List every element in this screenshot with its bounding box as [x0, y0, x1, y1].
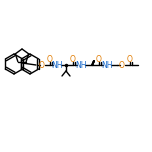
- Text: O: O: [39, 60, 45, 69]
- Text: O: O: [127, 55, 133, 64]
- Text: O: O: [119, 60, 125, 69]
- Text: NH: NH: [75, 60, 87, 69]
- Text: NH: NH: [101, 60, 113, 69]
- Text: O: O: [96, 55, 102, 64]
- Text: O: O: [47, 55, 53, 64]
- Text: O: O: [70, 55, 76, 64]
- Text: NH: NH: [51, 60, 63, 69]
- Polygon shape: [92, 61, 94, 65]
